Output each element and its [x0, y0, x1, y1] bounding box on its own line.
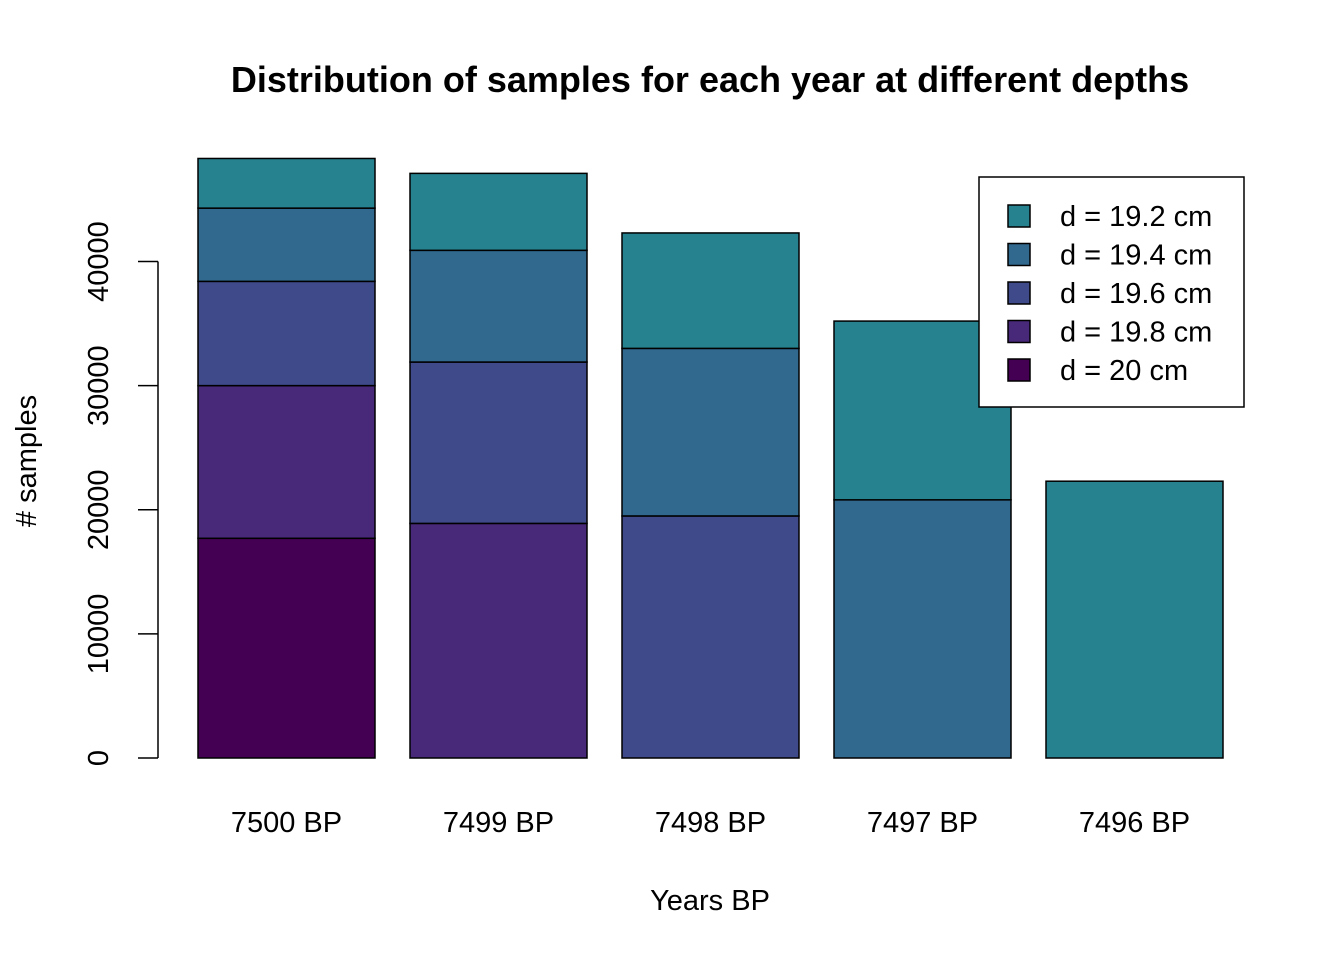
bar-segment [833, 499, 1012, 759]
x-tick-label: 7497 BP [867, 807, 978, 839]
bar-segment [621, 515, 800, 759]
x-tick-label: 7498 BP [655, 807, 766, 839]
legend-label: d = 19.2 cm [1060, 201, 1212, 233]
legend-swatch [1007, 281, 1031, 305]
y-tick-label: 30000 [83, 345, 115, 426]
legend-swatch [1007, 358, 1031, 382]
bar-segment [197, 280, 376, 387]
x-tick-labels: 7500 BP 7499 BP 7498 BP 7497 BP 7496 BP [231, 807, 1190, 839]
bar-segment [1045, 480, 1224, 759]
y-axis-label: # samples [11, 395, 43, 527]
bar-segment [409, 172, 588, 252]
legend-label: d = 19.6 cm [1060, 278, 1212, 310]
legend: d = 19.2 cm d = 19.4 cm d = 19.6 cm d = 19.… [978, 176, 1245, 408]
bar-segment [621, 232, 800, 350]
bar-segment [409, 361, 588, 525]
legend-label: d = 19.4 cm [1060, 240, 1212, 272]
bar-segment [621, 347, 800, 517]
bar-segment [197, 537, 376, 759]
bar-segment [197, 207, 376, 283]
legend-label: d = 19.8 cm [1060, 317, 1212, 349]
legend-swatch [1007, 319, 1031, 344]
y-tick-label: 40000 [83, 221, 115, 302]
x-axis-label: Years BP [650, 885, 770, 917]
y-axis: 0 10000 20000 30000 40000 [83, 221, 159, 766]
legend-swatch [1007, 242, 1031, 267]
bar-segment [197, 384, 376, 540]
legend-label: d = 20 cm [1060, 355, 1188, 387]
bars [197, 157, 1224, 759]
y-tick-label: 20000 [83, 469, 115, 550]
y-tick-label: 10000 [83, 594, 115, 675]
legend-swatch [1007, 204, 1031, 228]
x-tick-label: 7499 BP [443, 807, 554, 839]
bar-segment [409, 249, 588, 363]
bar-segment [197, 157, 376, 209]
x-tick-label: 7500 BP [231, 807, 342, 839]
bar-segment [409, 522, 588, 759]
y-tick-label: 0 [83, 750, 115, 766]
x-tick-label: 7496 BP [1079, 807, 1190, 839]
chart-title: Distribution of samples for each year at… [231, 59, 1189, 100]
